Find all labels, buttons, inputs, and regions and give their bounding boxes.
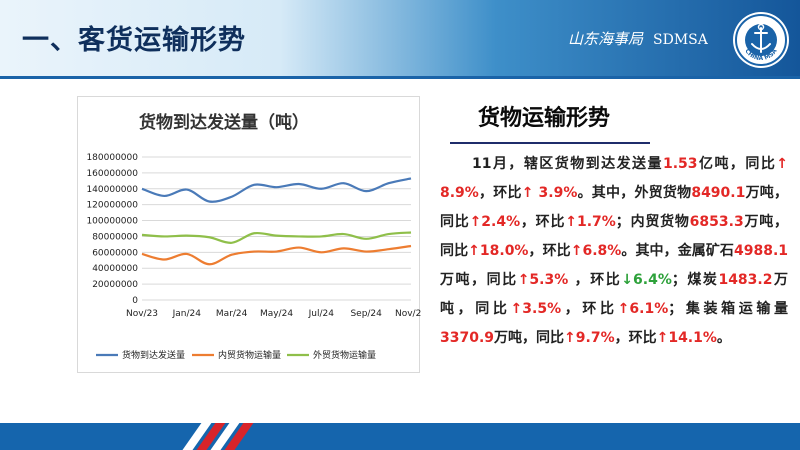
y-tick-label: 120000000 (86, 201, 138, 211)
paragraph-num-run: 2.4% (481, 214, 521, 230)
x-tick-label: Jan/24 (172, 309, 202, 319)
paragraph-num-run: 8490.1 (691, 185, 746, 201)
paragraph-indent (440, 156, 472, 172)
paragraph-up-run: ↑ (469, 214, 482, 230)
header-stripe (0, 76, 800, 79)
x-tick-label: Jul/24 (308, 309, 335, 319)
paragraph-up-run: ↑ (656, 330, 669, 346)
brand-name: 山东海事局 SDMSA (568, 28, 708, 49)
line-chart: 货物到达发送量（吨） 0 20000000 40000000 60000000 8000… (86, 112, 421, 361)
paragraph-run: 万吨，同比 (494, 330, 565, 346)
y-tick-label: 180000000 (86, 153, 138, 163)
side-paragraph: 11月，辖区货物到达发送量1.53亿吨，同比↑ 8.9%，环比↑ 3.9%。其中… (440, 150, 788, 353)
y-tick-label: 0 (132, 296, 138, 306)
paragraph-up-run: ↑ (521, 185, 534, 201)
paragraph-run: ，环比 (520, 214, 566, 230)
paragraph-num-run: 6.1% (629, 301, 669, 317)
series-line-2 (141, 231, 412, 244)
paragraph-up-run: ↑ (517, 272, 530, 288)
paragraph-num-run: 4988.1 (733, 243, 789, 259)
y-tick-label: 60000000 (92, 248, 138, 258)
x-tick-label: Nov/24 (395, 309, 421, 319)
chart-grid (142, 156, 411, 301)
paragraph-num-run: 1.7% (576, 214, 616, 230)
paragraph-up-run: ↑ (510, 301, 523, 317)
paragraph-run: 11月，辖区货物到达发送量 (472, 156, 663, 172)
paragraph-body: 11月，辖区货物到达发送量1.53亿吨，同比↑ 8.9%，环比↑ 3.9%。其中… (440, 156, 788, 346)
y-tick-label: 140000000 (86, 185, 138, 195)
paragraph-run: ，环比 (561, 301, 618, 317)
paragraph-num-run: 3.5% (522, 301, 562, 317)
x-tick-label: Nov/23 (126, 309, 158, 319)
paragraph-num-run: 5.3% (529, 272, 569, 288)
legend-label: 外贸货物运输量 (313, 349, 376, 361)
paragraph-run: ；内贸货物 (615, 214, 690, 230)
paragraph-run: ；集装箱运输量 (668, 301, 789, 317)
page-title: 一、客货运输形势 (22, 25, 246, 56)
footer-divider (0, 420, 800, 423)
chart-series (141, 177, 412, 266)
brand-cn: 山东海事局 (568, 30, 644, 48)
paragraph-num-run: 18.0% (479, 243, 529, 259)
paragraph-num-run: 6.8% (582, 243, 622, 259)
legend-label: 内贸货物运输量 (218, 349, 281, 361)
paragraph-num-run: 3.9% (533, 185, 578, 201)
paragraph-run: 。 (716, 330, 731, 346)
chart-axes: 0 20000000 40000000 60000000 80000000 1000000… (86, 153, 421, 319)
paragraph-run: 万吨，同比 (440, 214, 789, 259)
x-tick-label: Mar/24 (216, 309, 248, 319)
x-tick-label: Sep/24 (350, 309, 382, 319)
msa-logo-icon: CHINA MSA (733, 12, 789, 68)
paragraph-num-run: 1.53 (662, 156, 698, 172)
paragraph-num-run: 3370.9 (440, 330, 495, 346)
x-tick-label: May/24 (260, 309, 293, 319)
series-line-1 (141, 244, 412, 266)
series-line-0 (141, 177, 412, 203)
paragraph-run: 万吨，同比 (440, 272, 518, 288)
paragraph-run: ，环比 (528, 243, 571, 259)
paragraph-num-run: 6853.3 (689, 214, 744, 230)
paragraph-run: ，环比 (614, 330, 657, 346)
paragraph-num-run: 9.7% (575, 330, 615, 346)
side-title: 货物运输形势 (478, 106, 611, 131)
y-tick-label: 80000000 (92, 232, 138, 242)
header-banner: 一、客货运输形势 山东海事局 SDMSA CHINA MSA (0, 0, 800, 78)
paragraph-run: ；煤炭 (671, 272, 719, 288)
paragraph-up-run: ↑ (617, 301, 630, 317)
side-title-underline (450, 142, 650, 144)
y-tick-label: 100000000 (86, 217, 138, 227)
paragraph-up-run: ↑ (776, 156, 789, 172)
paragraph-run: ，环比 (568, 272, 622, 288)
paragraph-run: 万吨，同比 (440, 272, 789, 317)
paragraph-num-run: 14.1% (668, 330, 717, 346)
paragraph-num-run: 1483.2 (718, 272, 773, 288)
y-tick-label: 40000000 (92, 264, 138, 274)
paragraph-up-run: ↑ (570, 243, 583, 259)
paragraph-run: 。其中，外贸货物 (577, 185, 692, 201)
legend-label: 货物到达发送量 (122, 349, 185, 361)
paragraph-num-run: 8.9% (440, 185, 479, 201)
paragraph-up-run: ↑ (564, 330, 576, 346)
y-tick-label: 160000000 (86, 169, 138, 179)
chart-title: 货物到达发送量（吨） (139, 112, 309, 133)
paragraph-down-run: ↓ (621, 272, 634, 288)
paragraph-run: ，环比 (478, 185, 522, 201)
paragraph-run: 万吨，同比 (440, 185, 789, 230)
paragraph-up-run: ↑ (565, 214, 577, 230)
chart-legend: 货物到达发送量 内贸货物运输量 外贸货物运输量 (96, 349, 376, 361)
paragraph-up-run: ↑ (468, 243, 480, 259)
brand-en: SDMSA (653, 32, 708, 48)
chart-panel: 货物到达发送量（吨） 0 20000000 40000000 60000000 8000… (77, 96, 421, 373)
paragraph-run: 。其中，金属矿石 (621, 243, 734, 259)
paragraph-run: 亿吨，同比 (697, 156, 777, 172)
paragraph-down-run: 6.4% (633, 272, 672, 288)
y-tick-label: 20000000 (92, 280, 138, 290)
footer-bar (0, 420, 800, 450)
